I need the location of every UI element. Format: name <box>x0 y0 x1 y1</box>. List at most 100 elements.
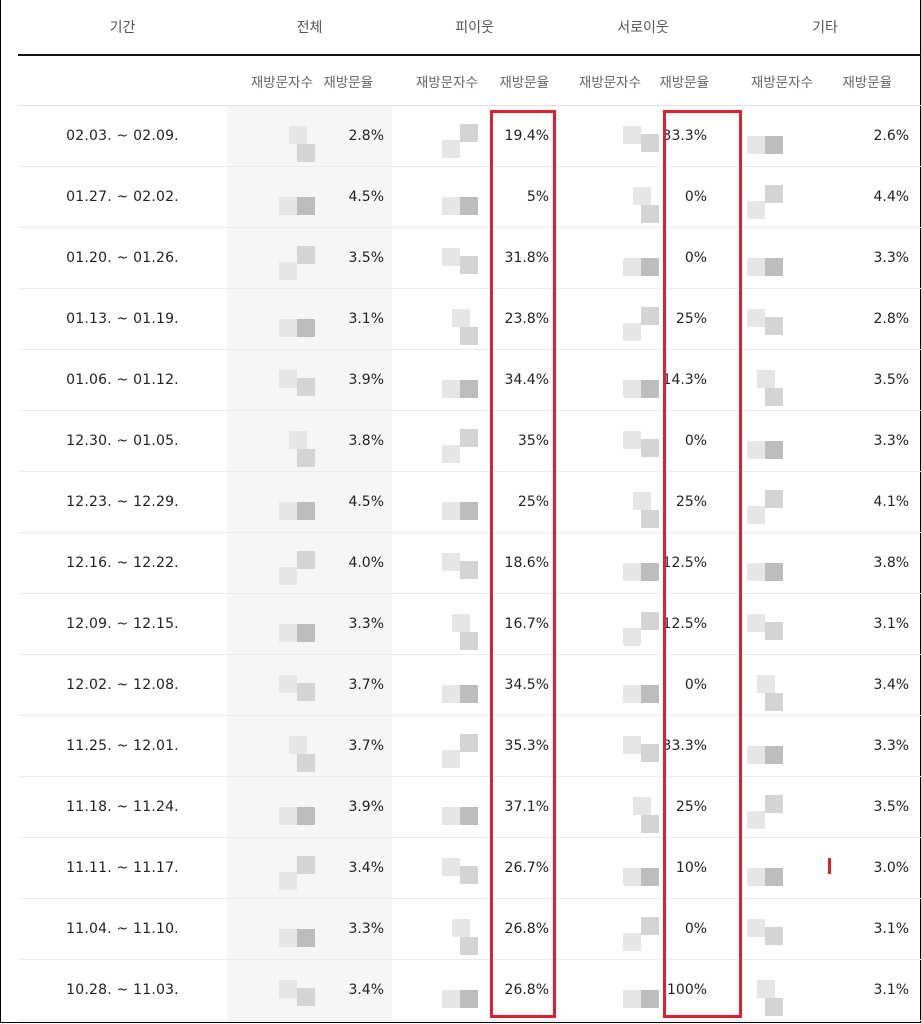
period-cell: 11.04. ~ 11.10. <box>18 898 227 960</box>
redacted-count-block <box>279 502 297 520</box>
count-all-cell <box>227 227 315 289</box>
sub-rate-seo: 재방문율 <box>649 55 730 106</box>
redacted-count-block <box>442 807 461 825</box>
table-row: 10.28. ~ 11.03. 3.4% 26.8% 100% 3.1% <box>18 959 921 1021</box>
redacted-count-block <box>765 622 784 640</box>
count-etc-cell <box>729 776 822 838</box>
redacted-count-block <box>633 797 652 815</box>
redacted-count-block <box>641 563 660 581</box>
redacted-count-block <box>641 205 660 223</box>
rate-seo-cell: 0% <box>649 166 730 228</box>
rate-seo-cell: 0% <box>649 410 730 472</box>
period-cell: 02.03. ~ 02.09. <box>18 105 227 167</box>
header-etc: 기타 <box>729 0 921 56</box>
rate-all-cell: 3.8% <box>313 410 393 472</box>
sub-count-etc: 재방문자수 <box>729 55 822 106</box>
rate-etc-cell: 3.8% <box>821 532 921 594</box>
redacted-count-block <box>641 258 660 276</box>
redacted-count-block <box>623 323 642 341</box>
count-all-cell <box>227 715 315 777</box>
rate-seo-cell: 12.5% <box>649 532 730 594</box>
count-etc-cell <box>729 288 822 350</box>
count-etc-cell <box>729 105 822 167</box>
period-cell: 12.16. ~ 12.22. <box>18 532 227 594</box>
count-seo-cell <box>557 227 660 289</box>
redacted-count-block <box>460 734 479 752</box>
rate-seo-cell: 14.3% <box>649 349 730 411</box>
redacted-count-block <box>460 866 479 884</box>
redacted-count-block <box>623 563 642 581</box>
count-seo-cell <box>557 715 660 777</box>
table-row: 11.25. ~ 12.01. 3.7% 35.3% 33.3% 3.3% <box>18 715 921 777</box>
redacted-count-block <box>297 624 315 642</box>
rate-all-cell: 4.0% <box>313 532 393 594</box>
rate-etc-cell: 3.5% <box>821 776 921 838</box>
redacted-count-block <box>297 856 315 874</box>
redacted-count-block <box>442 685 461 703</box>
redacted-count-block <box>623 126 642 144</box>
count-pi-cell <box>392 410 479 472</box>
redacted-count-block <box>279 624 297 642</box>
count-pi-cell <box>392 715 479 777</box>
rate-all-cell: 2.8% <box>313 105 393 167</box>
count-all-cell <box>227 776 315 838</box>
count-etc-cell <box>729 654 822 716</box>
redacted-count-block <box>460 632 479 650</box>
redacted-count-block <box>442 248 461 266</box>
count-seo-cell <box>557 593 660 655</box>
redacted-count-block <box>765 136 784 154</box>
redacted-count-block <box>452 919 471 937</box>
redacted-count-block <box>633 492 652 510</box>
count-pi-cell <box>392 654 479 716</box>
highlight-mark <box>828 858 831 874</box>
count-pi-cell <box>392 593 479 655</box>
redacted-count-block <box>765 185 784 203</box>
redacted-count-block <box>623 628 642 646</box>
count-seo-cell <box>557 105 660 167</box>
sub-rate-pi: 재방문율 <box>478 55 558 106</box>
redacted-count-block <box>460 685 479 703</box>
redacted-count-block <box>641 744 660 762</box>
redacted-count-block <box>279 675 297 693</box>
count-all-cell <box>227 593 315 655</box>
period-cell: 10.28. ~ 11.03. <box>18 959 227 1021</box>
redacted-count-block <box>289 736 307 754</box>
redacted-count-block <box>297 378 315 396</box>
table-row: 01.20. ~ 01.26. 3.5% 31.8% 0% 3.3% <box>18 227 921 289</box>
redacted-count-block <box>765 998 784 1016</box>
rate-all-cell: 3.7% <box>313 654 393 716</box>
rate-all-cell: 3.9% <box>313 776 393 838</box>
redacted-count-block <box>297 502 315 520</box>
redacted-count-block <box>460 327 479 345</box>
redacted-count-block <box>279 807 297 825</box>
period-cell: 01.27. ~ 02.02. <box>18 166 227 228</box>
table-row: 01.13. ~ 01.19. 3.1% 23.8% 25% 2.8% <box>18 288 921 350</box>
redacted-count-block <box>297 246 315 264</box>
table-row: 01.27. ~ 02.02. 4.5% 5% 0% 4.4% <box>18 166 921 228</box>
redacted-count-block <box>623 380 642 398</box>
rate-etc-cell: 3.4% <box>821 654 921 716</box>
redacted-count-block <box>757 370 776 388</box>
rate-seo-cell: 0% <box>649 898 730 960</box>
count-etc-cell <box>729 593 822 655</box>
count-pi-cell <box>392 471 479 533</box>
rate-etc-cell: 3.1% <box>821 959 921 1021</box>
rate-all-cell: 3.7% <box>313 715 393 777</box>
redacted-count-block <box>279 929 297 947</box>
header-period-blank <box>18 55 227 106</box>
rate-all-cell: 3.5% <box>313 227 393 289</box>
redacted-count-block <box>747 258 766 276</box>
redacted-count-block <box>442 553 461 571</box>
redacted-count-block <box>297 683 315 701</box>
redacted-count-block <box>747 309 766 327</box>
table-row: 11.11. ~ 11.17. 3.4% 26.7% 10% 3.0% <box>18 837 921 899</box>
redacted-count-block <box>641 868 660 886</box>
revisit-stats-table: 기간 전체 피이웃 서로이웃 기타 재방문자수 재방문율 재방문자수 재방문율 … <box>18 0 921 1021</box>
sub-count-pi: 재방문자수 <box>392 55 479 106</box>
redacted-count-block <box>641 685 660 703</box>
rate-etc-cell: 4.4% <box>821 166 921 228</box>
count-seo-cell <box>557 349 660 411</box>
count-etc-cell <box>729 349 822 411</box>
redacted-count-block <box>747 614 766 632</box>
rate-seo-cell: 33.3% <box>649 105 730 167</box>
